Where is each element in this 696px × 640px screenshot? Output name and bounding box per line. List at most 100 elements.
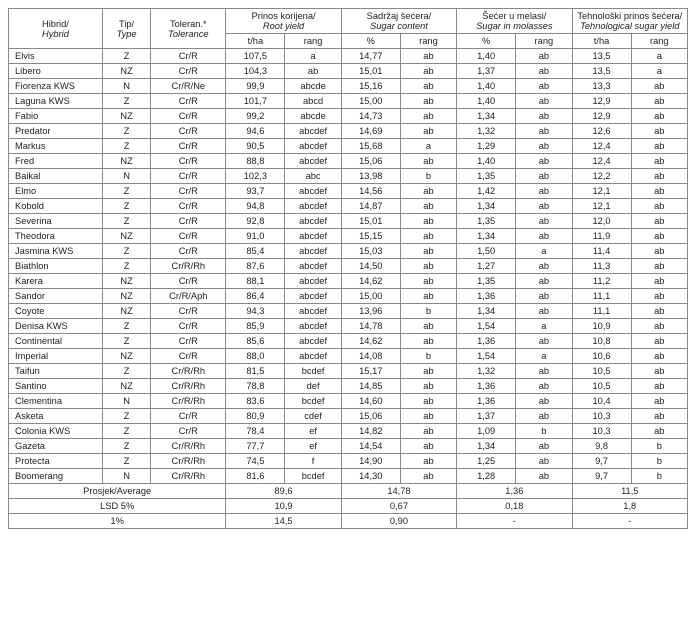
cell-rv: 92,8 [226,214,285,229]
cell-rr: abcdef [285,124,341,139]
lsd5-mol: 0,18 [457,499,572,514]
table-row: ContinentalZCr/R85,6abcdef14,62ab1,36ab1… [9,334,688,349]
cell-ty: Z [102,49,150,64]
th-tolerance: Toleran.*Tolerance [151,9,226,49]
cell-mr: ab [516,379,572,394]
cell-rv: 102,3 [226,169,285,184]
cell-sv: 15,15 [341,229,400,244]
cell-mv: 1,54 [457,349,516,364]
cell-rv: 77,7 [226,439,285,454]
cell-sv: 15,00 [341,289,400,304]
cell-tr: ab [631,409,687,424]
avg-mol: 1,36 [457,484,572,499]
cell-ty: Z [102,319,150,334]
cell-rv: 88,0 [226,349,285,364]
table-row: Jasmina KWSZCr/R85,4abcdef15,03ab1,50a11… [9,244,688,259]
th-hybrid: Hibrid/Hybrid [9,9,103,49]
table-row: Colonia KWSZCr/R78,4ef14,82ab1,09b10,3ab [9,424,688,439]
cell-h: Continental [9,334,103,349]
cell-mr: ab [516,184,572,199]
cell-tv: 11,4 [572,244,631,259]
cell-to: Cr/R [151,214,226,229]
cell-rr: bcdef [285,469,341,484]
cell-tv: 12,2 [572,169,631,184]
cell-tr: ab [631,364,687,379]
cell-to: Cr/R [151,244,226,259]
table-row: PredatorZCr/R94,6abcdef14,69ab1,32ab12,6… [9,124,688,139]
cell-rr: a [285,49,341,64]
cell-tv: 12,9 [572,109,631,124]
cell-rv: 83,6 [226,394,285,409]
cell-tr: ab [631,424,687,439]
cell-tr: a [631,49,687,64]
cell-ty: NZ [102,229,150,244]
cell-ty: NZ [102,304,150,319]
cell-mr: ab [516,259,572,274]
cell-mr: ab [516,409,572,424]
cell-sv: 14,08 [341,349,400,364]
cell-sv: 14,56 [341,184,400,199]
cell-rr: abc [285,169,341,184]
cell-mv: 1,40 [457,79,516,94]
cell-to: Cr/R [151,304,226,319]
cell-tv: 12,9 [572,94,631,109]
cell-mr: ab [516,109,572,124]
cell-sv: 14,62 [341,274,400,289]
cell-rv: 81,6 [226,469,285,484]
lsd1-label: 1% [9,514,226,529]
cell-ty: N [102,79,150,94]
cell-ty: Z [102,364,150,379]
cell-mv: 1,35 [457,214,516,229]
cell-tv: 11,2 [572,274,631,289]
cell-h: Sandor [9,289,103,304]
cell-mv: 1,42 [457,184,516,199]
cell-tr: ab [631,124,687,139]
cell-mr: ab [516,274,572,289]
cell-mr: ab [516,469,572,484]
cell-h: Colonia KWS [9,424,103,439]
table-row: SantinoNZCr/R/Rh78,8def14,85ab1,36ab10,5… [9,379,688,394]
cell-mr: ab [516,214,572,229]
cell-rr: ef [285,439,341,454]
cell-sr: ab [400,49,456,64]
cell-tv: 12,4 [572,139,631,154]
cell-mr: ab [516,169,572,184]
cell-mr: ab [516,49,572,64]
cell-to: Cr/R [151,139,226,154]
cell-h: Imperial [9,349,103,364]
cell-ty: Z [102,214,150,229]
cell-sv: 14,85 [341,379,400,394]
table-row: ImperialNZCr/R88,0abcdef14,08b1,54a10,6a… [9,349,688,364]
cell-ty: Z [102,259,150,274]
cell-to: Cr/R [151,184,226,199]
table-row: ProtectaZCr/R/Rh74,5f14,90ab1,25ab9,7b [9,454,688,469]
table-row: KoboldZCr/R94,8abcdef14,87ab1,34ab12,1ab [9,199,688,214]
cell-tv: 12,1 [572,199,631,214]
cell-tv: 10,5 [572,364,631,379]
cell-tr: ab [631,289,687,304]
cell-sv: 14,50 [341,259,400,274]
avg-root: 89,6 [226,484,341,499]
cell-h: Elvis [9,49,103,64]
cell-sr: ab [400,79,456,94]
cell-mr: ab [516,454,572,469]
cell-mv: 1,34 [457,199,516,214]
th-mol-pct: % [457,34,516,49]
cell-to: Cr/R [151,64,226,79]
cell-sv: 14,30 [341,469,400,484]
cell-h: Protecta [9,454,103,469]
cell-to: Cr/R/Rh [151,379,226,394]
cell-rv: 88,8 [226,154,285,169]
th-sugar-pct: % [341,34,400,49]
cell-h: Clementina [9,394,103,409]
cell-mr: ab [516,124,572,139]
cell-rv: 74,5 [226,454,285,469]
cell-mr: ab [516,289,572,304]
cell-sr: ab [400,289,456,304]
cell-mv: 1,37 [457,64,516,79]
cell-tr: ab [631,349,687,364]
cell-sv: 13,98 [341,169,400,184]
cell-rr: abcdef [285,184,341,199]
cell-sv: 15,06 [341,409,400,424]
cell-sr: ab [400,454,456,469]
